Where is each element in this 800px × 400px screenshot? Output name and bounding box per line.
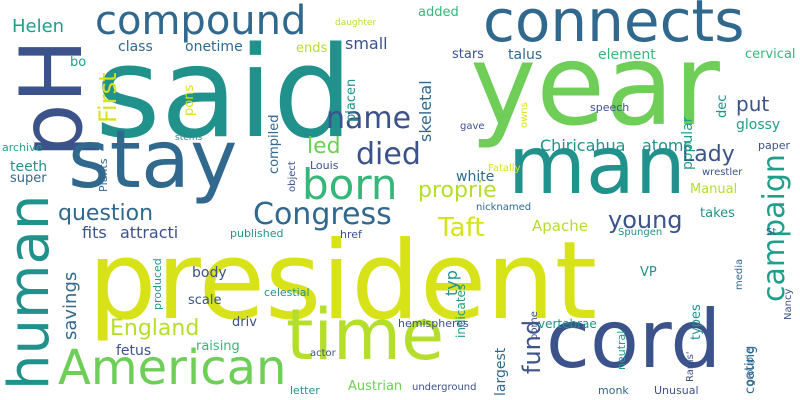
word-daughter: daughter <box>335 18 377 28</box>
word-underground: underground <box>412 382 477 393</box>
word-bo: bo <box>70 55 87 70</box>
word-louis: Louis <box>310 159 339 172</box>
word-glossy: glossy <box>736 117 781 133</box>
word-placen: placen <box>344 78 359 122</box>
word-onetime: onetime <box>185 39 243 55</box>
word-body: body <box>192 265 227 281</box>
word-raising: raising <box>196 339 240 354</box>
word-young: young <box>608 206 683 234</box>
word-time: time <box>286 294 445 376</box>
word-congress: Congress <box>253 197 392 232</box>
word-object: object <box>287 161 298 192</box>
word-man: man <box>508 119 686 212</box>
word-element: element <box>598 47 656 63</box>
word-manual: Manual <box>690 182 738 197</box>
word-stay: stay <box>68 113 238 206</box>
word-gave: gave <box>460 121 485 132</box>
word-stems: stems <box>175 133 203 143</box>
word-archive: archive <box>2 141 43 154</box>
word-media: media <box>734 258 745 290</box>
word-actor: actor <box>310 348 336 359</box>
word-takes: takes <box>700 206 735 221</box>
word-human: human <box>0 194 62 390</box>
word-compound: compound <box>95 0 307 44</box>
word-letter: letter <box>290 384 320 397</box>
word-attracti: attracti <box>120 223 179 242</box>
word-born: born <box>302 160 398 209</box>
word-wrestler: wrestler <box>702 167 743 178</box>
word-austrian: Austrian <box>348 379 403 394</box>
word-connects: connects <box>483 0 745 55</box>
word-apache: Apache <box>532 217 588 235</box>
word-plants: Plants <box>97 158 110 192</box>
word-celestial: celestial <box>264 286 310 299</box>
word-white: white <box>456 169 495 185</box>
word-class: class <box>118 39 153 55</box>
word-types: types <box>689 304 704 340</box>
word-borne: borne <box>529 311 540 340</box>
word-cervical: cervical <box>745 47 796 62</box>
word-popular: popular <box>680 116 696 170</box>
word-neutral: neutral <box>615 330 628 370</box>
word-skeletal: skeletal <box>416 80 435 142</box>
word-question: question <box>58 201 154 226</box>
word-atoms: atoms <box>642 136 692 155</box>
word-vertebrae: vertebrae <box>538 317 597 331</box>
word-added: added <box>418 5 459 20</box>
word-speech: speech <box>590 101 630 114</box>
word-vp: VP <box>640 265 657 280</box>
word-super: super <box>10 171 47 186</box>
word-name: name <box>326 101 412 136</box>
word-taft: Taft <box>438 213 485 243</box>
word-lady: Lady <box>682 142 735 167</box>
word-st: St <box>766 227 777 238</box>
word-unusual: Unusual <box>654 384 699 397</box>
word-american: American <box>58 340 287 396</box>
word-produced: produced <box>151 258 164 310</box>
word-dec: dec <box>715 94 730 118</box>
word-year: year <box>470 21 720 151</box>
word-ends: ends <box>296 41 328 56</box>
word-nicknamed: nicknamed <box>476 202 532 213</box>
word-stars: stars <box>452 47 484 62</box>
word-driv: driv <box>232 315 257 330</box>
word-fatally: Fatally <box>488 163 521 174</box>
word-proprie: proprie <box>418 178 497 203</box>
word-small: small <box>345 34 388 53</box>
word-hemispheres: hemispheres <box>398 317 469 330</box>
word-pons: pons <box>182 84 197 116</box>
word-england: England <box>110 316 200 341</box>
word-compiled: compiled <box>267 114 282 175</box>
word-chiricahua: Chiricahua <box>540 136 626 155</box>
word-president: president <box>88 219 598 344</box>
word-helen: Helen <box>12 16 65 37</box>
word-groupie: groupie <box>745 348 756 386</box>
word-teeth: teeth <box>10 159 48 175</box>
word-died: died <box>356 137 421 172</box>
word-href: href <box>340 228 362 241</box>
word-cord: cord <box>546 293 722 386</box>
word-said: said <box>95 19 353 166</box>
word-fetus: fetus <box>116 343 152 359</box>
word-owns: owns <box>519 102 530 128</box>
word-first: First <box>94 72 122 123</box>
word-led: led <box>307 134 341 159</box>
word-monk: monk <box>598 384 629 397</box>
word-published: published <box>230 227 284 240</box>
word-put: put <box>736 92 770 116</box>
word-largest: largest <box>493 347 509 396</box>
word-savings: savings <box>60 271 81 340</box>
word-talus: talus <box>508 47 543 63</box>
word-paper: paper <box>758 139 790 152</box>
word-spungen: Spungen <box>618 227 663 238</box>
word-scale: scale <box>188 293 222 308</box>
word-rams: Rams' <box>685 351 696 382</box>
word-nancy: Nancy <box>783 288 794 320</box>
word-fits: fits <box>82 223 107 242</box>
